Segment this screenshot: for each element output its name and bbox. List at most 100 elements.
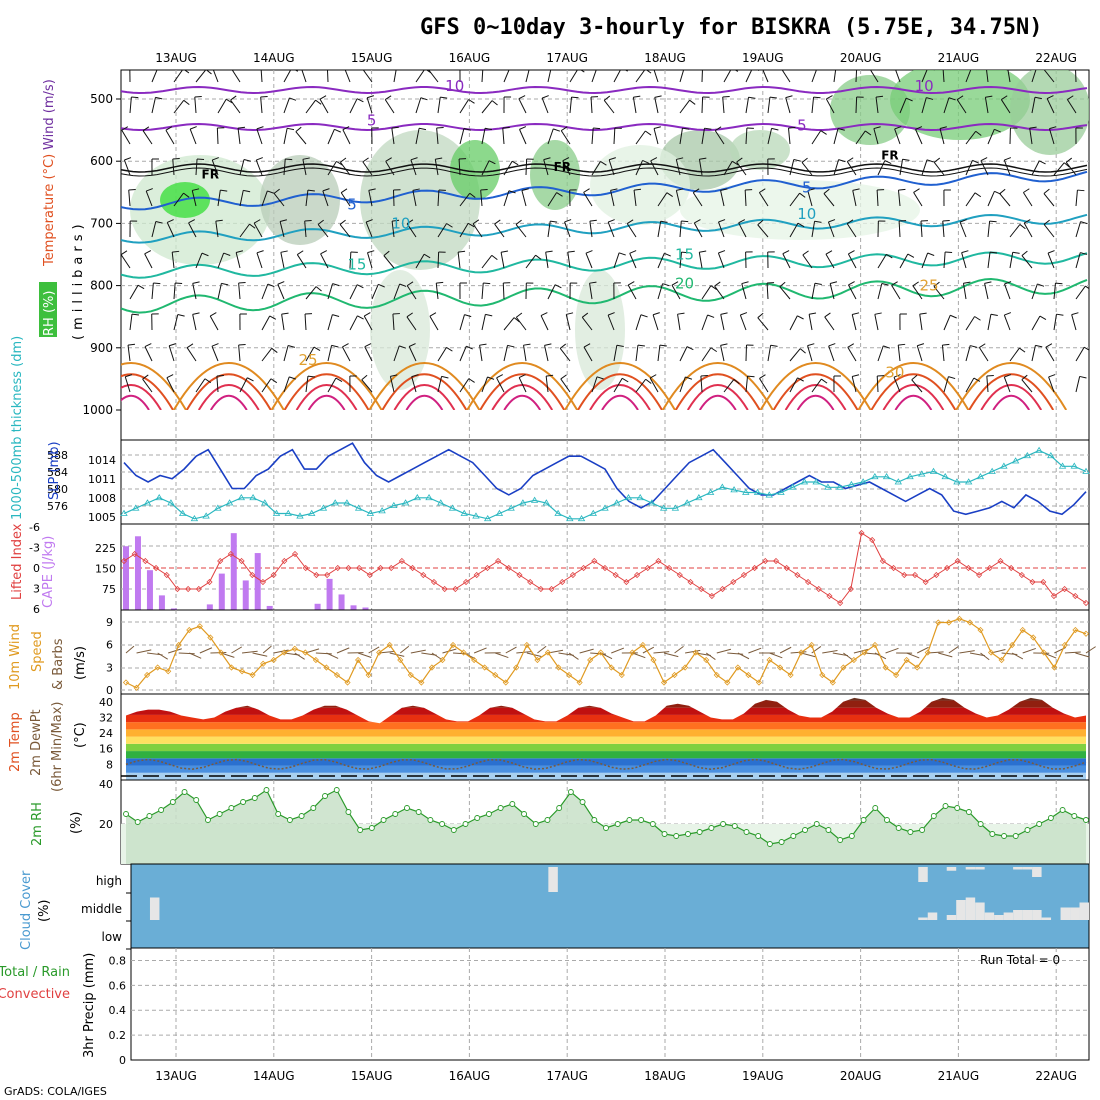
wind-barb: [429, 315, 439, 331]
wind-speed-marker: [819, 671, 826, 679]
wind-barb-flag: [231, 65, 237, 69]
wind-barb-flag: [1023, 219, 1031, 224]
wind-barb: [677, 314, 681, 331]
surface-temperature-contour: [491, 384, 554, 410]
wind-barb-flag: [406, 312, 413, 318]
wind-barb: [349, 315, 358, 331]
wind-barb: [261, 347, 273, 362]
surface-barb: [632, 652, 646, 659]
surface-barb: [1011, 652, 1024, 660]
wind-barb-flag: [519, 126, 527, 130]
wind-barb-flag: [707, 314, 715, 318]
wind-barb: [802, 254, 813, 269]
wind-barb: [847, 284, 857, 300]
wind-barb-flag: [1001, 95, 1008, 100]
wind-barb-flag: [933, 157, 941, 163]
wind-barb: [943, 376, 949, 393]
wind-barb: [607, 314, 615, 331]
surface-barb: [568, 652, 579, 660]
wind-barb: [767, 128, 773, 145]
wind10m-series: [122, 615, 1096, 691]
wind-barb-flag: [409, 343, 416, 347]
wind-barb-flag: [192, 281, 200, 284]
date-label-bottom: 19AUG: [742, 1069, 784, 1083]
wind-barb: [541, 97, 549, 114]
wind-barb: [811, 130, 822, 145]
wind-speed-marker: [566, 671, 573, 679]
wind-barb: [1048, 376, 1055, 393]
wind-speed-marker: [893, 671, 900, 679]
wind-barb-flag: [874, 312, 882, 315]
mid-cloud-bar: [1041, 917, 1052, 920]
li-marker: [580, 564, 587, 572]
wind-barb: [173, 70, 184, 83]
wind-speed-marker: [903, 656, 910, 664]
wind-barb: [652, 314, 659, 331]
surface-barb: [231, 646, 243, 654]
wind-barb-flag: [221, 282, 229, 286]
wind-barb: [340, 192, 351, 207]
surface-barb: [653, 651, 670, 654]
wind-barb-flag: [564, 219, 572, 223]
wind-barb-flag: [271, 347, 278, 353]
thickness-marker: [918, 470, 926, 477]
wind-barb: [1043, 193, 1055, 207]
wind-barb-flag: [847, 343, 855, 348]
surface-barb: [1085, 646, 1096, 654]
wind-speed-marker: [692, 649, 699, 656]
thickness-marker: [413, 493, 421, 501]
contour-label: FR: [881, 148, 898, 162]
li-marker: [634, 571, 641, 579]
wind-barb-flag: [121, 126, 129, 131]
wind-barb: [327, 129, 335, 145]
wind-barb: [410, 159, 417, 176]
li-marker: [837, 599, 844, 607]
wind-barb: [846, 161, 857, 176]
wind-barb: [494, 223, 505, 238]
wind-barb-flag: [496, 374, 504, 379]
wind-barb: [589, 283, 593, 300]
high-cloud-bar: [965, 867, 976, 870]
wind-barb-flag: [616, 344, 624, 347]
wind-barb: [919, 314, 923, 331]
cape-bar: [158, 595, 165, 610]
surface-barb: [336, 647, 350, 654]
wind-speed-marker: [1082, 630, 1090, 637]
thickness-marker: [706, 488, 715, 495]
surface-temperature-contour: [368, 362, 481, 410]
wind-barb-flag: [397, 66, 404, 67]
wind-barb: [279, 221, 285, 238]
wind-barb: [305, 286, 317, 300]
wind-barb-flag: [693, 188, 700, 194]
thickness-marker: [683, 499, 691, 506]
wind-barb: [1029, 128, 1033, 145]
cape-bar: [338, 594, 345, 610]
wind-barb: [368, 190, 373, 207]
slp-frame: [120, 439, 1090, 525]
thickness-marker: [753, 488, 762, 495]
rh-marker: [181, 789, 188, 795]
wind-barb-flag: [467, 222, 475, 228]
wind-barb-flag: [985, 95, 993, 98]
wind-barb: [829, 283, 835, 300]
rh-marker: [907, 829, 914, 835]
wind-barb-flag: [230, 95, 237, 101]
li-marker: [345, 564, 352, 572]
wind-speed-marker: [471, 656, 478, 664]
thickness-marker: [472, 512, 480, 519]
wind-speed-marker: [682, 664, 689, 671]
wind-barb-flag: [797, 377, 804, 382]
rh-marker: [439, 821, 446, 827]
wind-barb: [569, 70, 578, 83]
wind-barb-flag: [247, 377, 254, 382]
surface-barb: [916, 646, 929, 654]
rh-marker: [603, 825, 609, 831]
wind-speed-marker: [998, 656, 1005, 664]
precip-tick: 0.4: [109, 1004, 127, 1017]
surface-barb: [125, 645, 135, 654]
wind-barb: [1007, 70, 1011, 83]
wind-barb-flag: [583, 343, 591, 348]
wind-barb: [195, 70, 207, 83]
surface-barb: [579, 648, 594, 654]
wind-barb-flag: [1044, 65, 1049, 69]
